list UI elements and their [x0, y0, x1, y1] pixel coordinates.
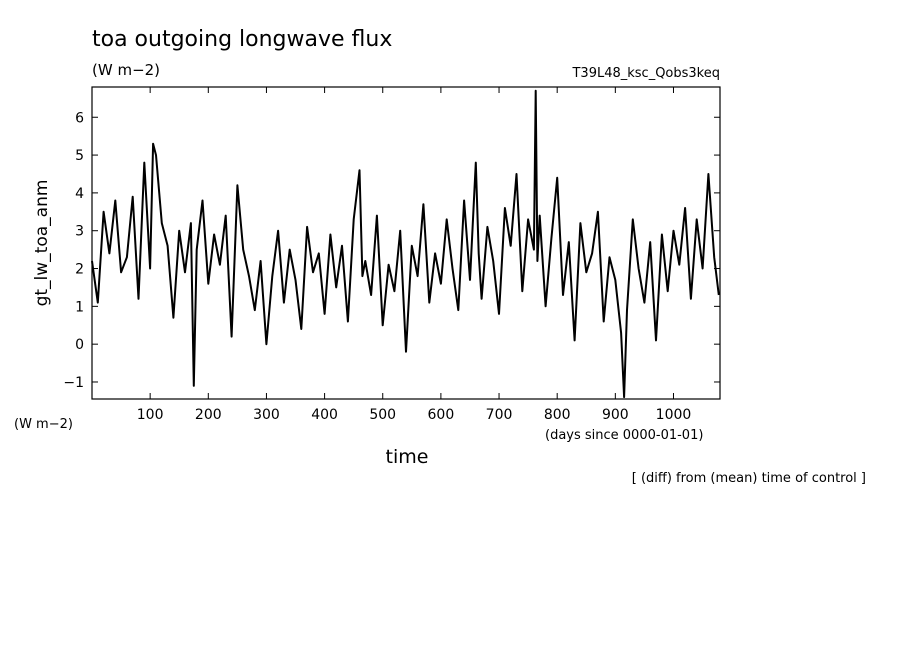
x-axis: 100 200 300 400 500 600 700 800 900 1000 [137, 87, 692, 423]
x-tick-label: 100 [137, 407, 164, 423]
plot-frame [91, 86, 721, 400]
x-tick-label: 700 [486, 407, 513, 423]
x-tick-label: 200 [195, 407, 222, 423]
x-axis-title: time [386, 446, 429, 468]
y-axis-units: (W m−2) [14, 417, 73, 432]
x-tick-label: 400 [311, 407, 338, 423]
y-tick-label: 0 [75, 337, 84, 353]
run-label: T39L48_ksc_Qobs3keq [571, 66, 720, 81]
y-tick-label: 4 [75, 186, 84, 202]
chart-units: (W m−2) [92, 61, 160, 79]
y-tick-label: −1 [63, 375, 84, 391]
y-tick-label: 3 [75, 224, 84, 240]
y-tick-label: 5 [75, 148, 84, 164]
chart-note: [ (diff) from (mean) time of control ] [632, 471, 866, 486]
x-tick-label: 300 [253, 407, 280, 423]
x-tick-label: 900 [602, 407, 629, 423]
y-tick-label: 1 [75, 299, 84, 315]
y-axis: −1 0 1 2 3 4 5 6 [63, 110, 720, 391]
series-line [91, 89, 720, 399]
x-axis-units: (days since 0000-01-01) [545, 428, 703, 443]
x-tick-label: 800 [544, 407, 571, 423]
y-axis-title: gt_lw_toa_anm [32, 180, 52, 307]
x-tick-label: 600 [428, 407, 455, 423]
x-tick-label: 1000 [656, 407, 692, 423]
chart-title: toa outgoing longwave flux [92, 27, 392, 52]
y-tick-label: 2 [75, 262, 84, 278]
y-tick-label: 6 [75, 110, 84, 126]
x-tick-label: 500 [369, 407, 396, 423]
